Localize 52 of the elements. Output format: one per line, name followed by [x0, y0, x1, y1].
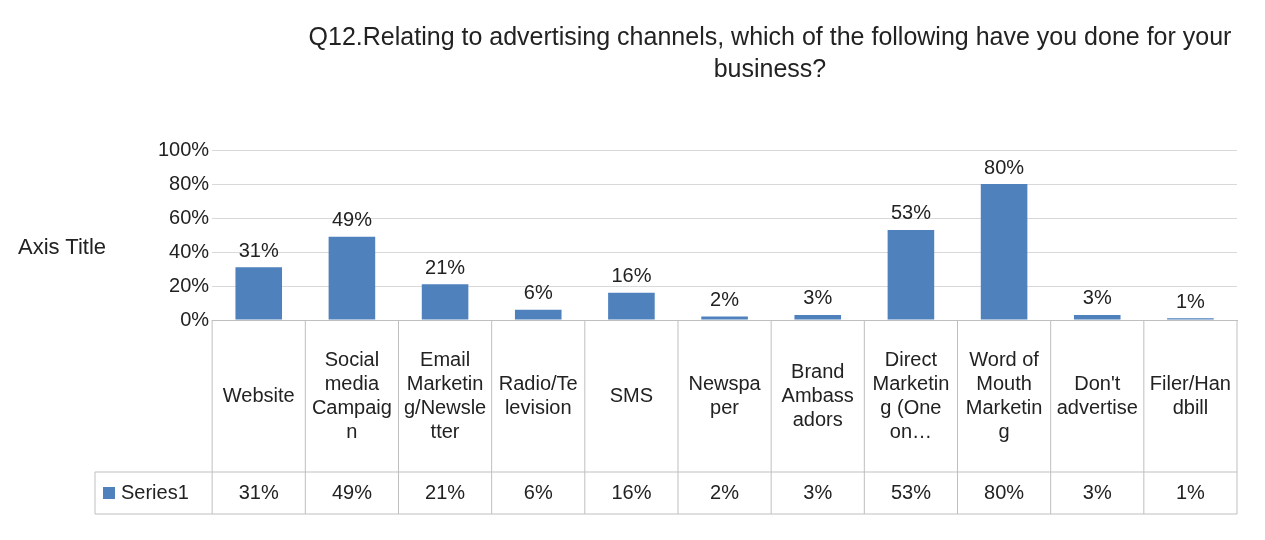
bar: [701, 316, 748, 320]
x-tick-label: Radio/Television: [498, 371, 578, 418]
data-label: 31%: [238, 480, 279, 503]
data-label: 3%: [803, 480, 833, 503]
data-label: 21%: [425, 480, 466, 503]
y-tick-label: 0%: [180, 307, 210, 330]
data-label: 1%: [1175, 480, 1206, 503]
x-tick-label: Newspaper: [688, 371, 762, 418]
text: 6%: [523, 281, 553, 304]
bar: [608, 292, 655, 320]
bar: [235, 267, 283, 320]
bar: [328, 236, 376, 320]
x-tick-label: Direct Marketing (One on…: [872, 347, 950, 442]
text: 21%: [425, 255, 466, 278]
bar: [887, 229, 935, 320]
x-tick-label: Brand Ambassadors: [781, 359, 854, 430]
x-tick-label: Social media Campaign: [311, 347, 392, 442]
bar: [514, 309, 562, 320]
y-tick-label: 80%: [169, 171, 210, 194]
legend-label: Series1: [121, 480, 189, 503]
text: 80%: [984, 155, 1025, 178]
chart-title: Q12.Relating to advertising channels, which of the following have you done for your business?: [307, 21, 1233, 84]
data-label: 16%: [611, 480, 652, 503]
text: 53%: [890, 201, 931, 224]
bar: [980, 184, 1028, 320]
y-tick-label: 40%: [169, 239, 210, 262]
text: 16%: [611, 264, 652, 287]
data-label: 2%: [710, 480, 740, 503]
bar: [794, 314, 842, 320]
bar: [421, 284, 469, 320]
text: 2%: [710, 288, 740, 311]
y-tick-label: 100%: [158, 137, 210, 160]
data-label: 3%: [1082, 480, 1112, 503]
text: 3%: [1082, 286, 1112, 309]
text: 1%: [1175, 289, 1205, 312]
x-tick-label: Website: [222, 383, 295, 406]
y-axis-title: Axis Title: [17, 234, 107, 260]
y-tick-label: 20%: [169, 273, 210, 296]
data-label: 49%: [331, 480, 373, 503]
x-tick-label: Don't advertise: [1056, 371, 1138, 418]
text: 49%: [331, 208, 372, 231]
x-tick-label: Filer/Handbill: [1149, 371, 1231, 418]
y-tick-label: 60%: [169, 205, 210, 228]
data-label: 6%: [523, 480, 553, 503]
text: 31%: [238, 238, 279, 261]
x-tick-label: SMS: [609, 383, 654, 406]
data-label: 80%: [984, 480, 1025, 503]
data-label: 53%: [890, 480, 932, 503]
text: 3%: [803, 286, 833, 309]
x-tick-label: Email Marketing/Newsletter: [403, 347, 487, 442]
bar: [1073, 314, 1121, 320]
x-tick-label: Word of Mouth Marketing: [965, 347, 1043, 442]
